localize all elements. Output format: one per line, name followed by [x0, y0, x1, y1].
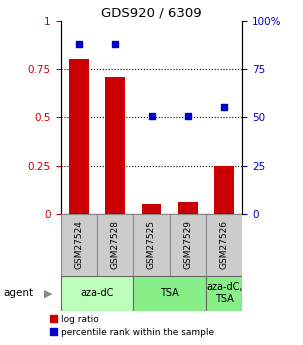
Text: aza-dC,
TSA: aza-dC, TSA — [206, 283, 242, 304]
Bar — [97, 214, 133, 276]
Bar — [61, 214, 97, 276]
Legend: log ratio, percentile rank within the sample: log ratio, percentile rank within the sa… — [50, 315, 214, 337]
Text: GSM27524: GSM27524 — [74, 220, 83, 269]
Bar — [133, 214, 170, 276]
Text: aza-dC: aza-dC — [80, 288, 114, 298]
Bar — [214, 166, 234, 214]
Text: GSM27528: GSM27528 — [111, 220, 120, 269]
Bar — [178, 202, 198, 214]
Text: GSM27529: GSM27529 — [183, 220, 192, 269]
Point — [149, 114, 154, 119]
Bar — [69, 59, 89, 214]
Text: ▶: ▶ — [44, 288, 52, 298]
Text: agent: agent — [3, 288, 33, 298]
Point — [222, 104, 227, 109]
Text: TSA: TSA — [160, 288, 179, 298]
Point — [185, 114, 190, 119]
Bar — [206, 276, 242, 310]
Bar — [142, 204, 161, 214]
Text: GSM27525: GSM27525 — [147, 220, 156, 269]
Title: GDS920 / 6309: GDS920 / 6309 — [101, 7, 202, 20]
Bar — [133, 276, 206, 310]
Bar — [206, 214, 242, 276]
Bar — [61, 276, 133, 310]
Bar — [170, 214, 206, 276]
Point — [113, 41, 118, 47]
Bar — [105, 77, 125, 214]
Text: GSM27526: GSM27526 — [220, 220, 229, 269]
Point — [76, 41, 81, 47]
